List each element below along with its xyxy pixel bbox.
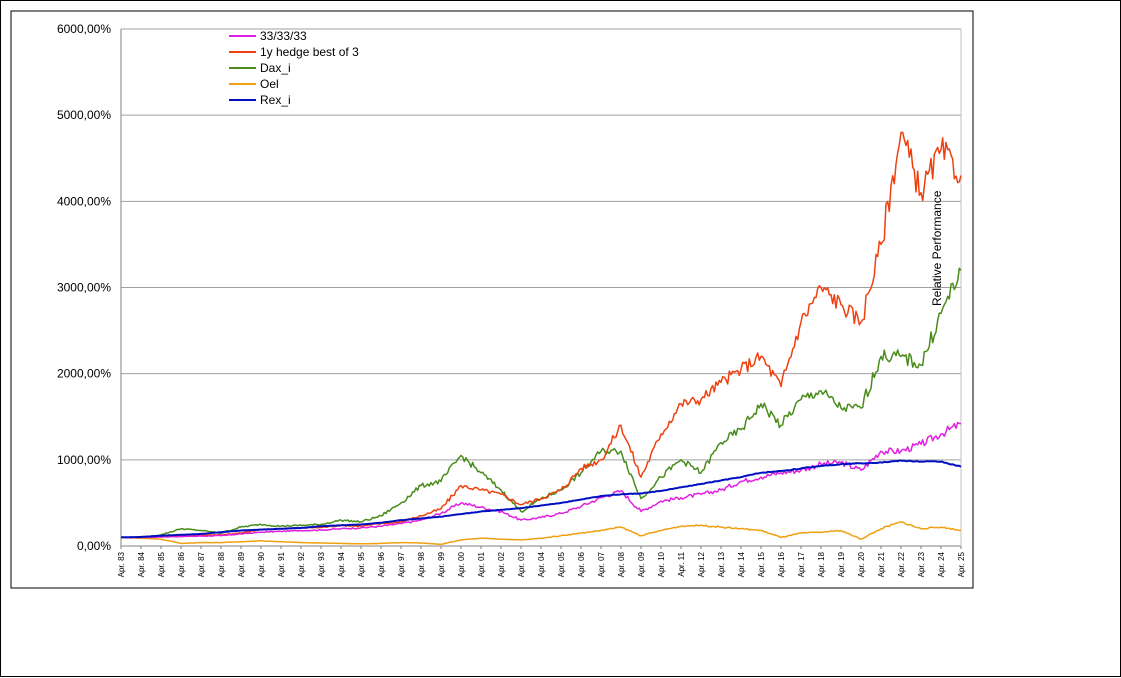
x-tick-label: Apr. 07 [597,551,606,577]
x-tick-label: Apr. 24 [937,551,946,577]
x-tick-label: Apr. 25 [957,551,966,577]
x-tick-label: Apr. 08 [617,551,626,577]
legend: 33/33/33 1y hedge best of 3 Dax_i Oel Rex_i [229,29,359,107]
grid [121,28,961,461]
x-tick-label: Apr. 86 [177,551,186,577]
x-tick-label: Apr. 88 [217,551,226,577]
y-tick-label: 0,00% [77,539,111,553]
y-tick-labels: 0,00% 1000,00% 2000,00% 3000,00% 4000,00% 500… [57,22,111,553]
relative-performance-annotation: Relative Performance [930,190,944,306]
y-tick-label: 3000,00% [57,281,111,295]
x-tick-label: Apr. 13 [717,551,726,577]
legend-label: Rex_i [260,93,291,107]
plot-outer-border [10,10,974,589]
x-tick-label: Apr. 20 [857,551,866,577]
y-tick-label: 5000,00% [57,108,111,122]
x-tick-labels: Apr. 83 Apr. 84 Apr. 85 Apr. 86 Apr. 87 Apr. … [117,546,966,577]
legend-label: Oel [260,77,279,91]
x-tick-label: Apr. 98 [417,551,426,577]
x-tick-label: Apr. 03 [517,551,526,577]
x-tick-label: Apr. 11 [677,551,686,576]
x-tick-label: Apr. 95 [357,551,366,577]
legend-label: 33/33/33 [260,29,307,43]
x-tick-label: Apr. 04 [537,551,546,577]
x-tick-label: Apr. 17 [797,551,806,577]
legend-label: Dax_i [260,61,291,75]
x-tick-label: Apr. 87 [197,551,206,577]
y-tick-label: 4000,00% [57,194,111,208]
y-tick-label: 2000,00% [57,367,111,381]
x-tick-label: Apr. 22 [897,551,906,577]
x-tick-label: Apr. 91 [277,551,286,577]
x-tick-label: Apr. 10 [657,551,666,577]
x-tick-label: Apr. 23 [917,551,926,577]
x-tick-label: Apr. 92 [297,551,306,577]
x-tick-label: Apr. 19 [837,551,846,577]
x-tick-label: Apr. 06 [577,551,586,577]
series-line-33-33-33 [120,421,962,539]
x-tick-label: Apr. 12 [697,551,706,577]
series-line-dax-i [120,267,962,539]
x-tick-label: Apr. 15 [757,551,766,577]
x-tick-label: Apr. 93 [317,551,326,577]
x-tick-label: Apr. 90 [257,551,266,577]
x-tick-label: Apr. 99 [437,551,446,577]
x-tick-label: Apr. 84 [137,551,146,577]
x-tick-label: Apr. 02 [497,551,506,577]
x-tick-label: Apr. 09 [637,551,646,577]
x-tick-label: Apr. 18 [817,551,826,577]
legend-label: 1y hedge best of 3 [260,45,359,59]
y-tick-label: 6000,00% [57,22,111,36]
x-tick-label: Apr. 89 [237,551,246,577]
x-tick-label: Apr. 85 [157,551,166,577]
x-tick-label: Apr. 83 [117,551,126,577]
y-tick-label: 1000,00% [57,453,111,467]
x-tick-label: Apr. 97 [397,551,406,577]
x-tick-label: Apr. 00 [457,551,466,577]
series-line-1y-hedge-best-of-3 [120,131,962,539]
x-tick-label: Apr. 01 [477,551,486,577]
x-tick-label: Apr. 96 [377,551,386,577]
x-tick-label: Apr. 94 [337,551,346,577]
x-tick-label: Apr. 21 [877,551,886,577]
x-tick-label: Apr. 05 [557,551,566,577]
series-line-oel [121,521,962,546]
x-tick-label: Apr. 14 [737,551,746,577]
series-line-rex-i [120,459,962,539]
series-lines [120,131,962,546]
x-tick-label: Apr. 16 [777,551,786,577]
